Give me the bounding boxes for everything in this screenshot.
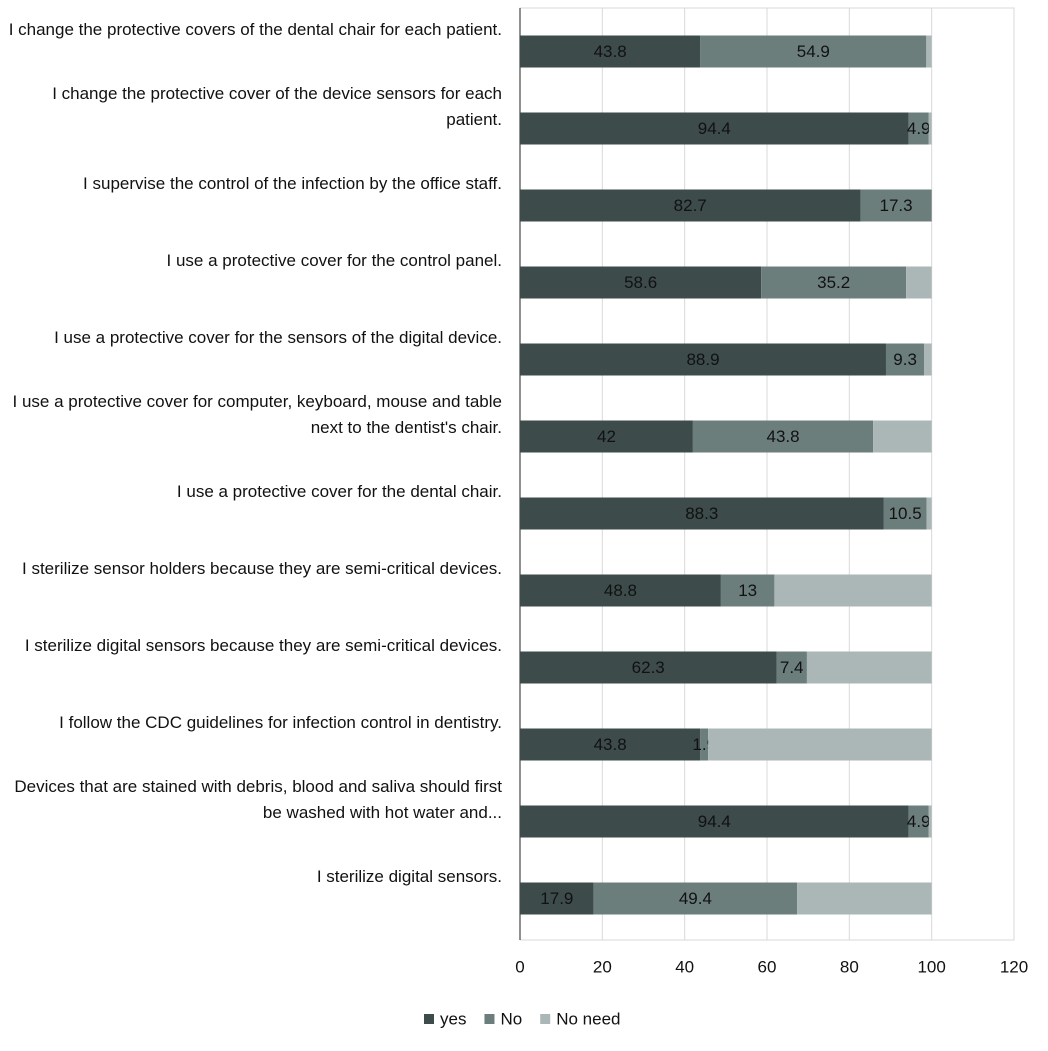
legend-label: No need: [556, 1009, 620, 1028]
y-tick-label: I sterilize digital sensors because they…: [24, 635, 502, 655]
data-label: 54.9: [797, 42, 830, 61]
bar-segment: [928, 805, 932, 838]
x-tick-label: 0: [515, 957, 524, 976]
bar-segment: [692, 420, 874, 453]
y-tick-label: I sterilize digital sensors.: [316, 866, 502, 886]
x-tick-label: 120: [1000, 957, 1028, 976]
legend-swatch: [540, 1014, 551, 1024]
bar-segment: [520, 189, 861, 222]
data-label: 9.3: [893, 350, 917, 369]
data-label: 7.4: [780, 658, 804, 677]
bar-segment: [708, 728, 932, 761]
y-tick-label: I supervise the control of the infection…: [83, 173, 502, 193]
bar-segment: [520, 343, 886, 376]
legend-label: yes: [440, 1009, 466, 1028]
bar-segment: [520, 497, 884, 530]
bar-segment: [520, 266, 762, 299]
x-tick-label: 80: [840, 957, 859, 976]
bar-segment: [700, 728, 709, 761]
y-tick-label: I follow the CDC guidelines for infectio…: [59, 712, 502, 732]
data-label: 4.9: [907, 119, 931, 138]
bar-segment: [928, 112, 932, 145]
bar-segment: [885, 343, 925, 376]
bar-segment: [720, 574, 775, 607]
legend-label: No: [500, 1009, 522, 1028]
data-label: 43.8: [594, 42, 627, 61]
y-tick-label: Devices that are stained with debris, bl…: [14, 776, 502, 822]
x-tick-label: 100: [917, 957, 945, 976]
data-label: 10.5: [889, 504, 922, 523]
data-label: 48.8: [604, 581, 637, 600]
y-tick-label: I use a protective cover for the dental …: [176, 481, 502, 501]
y-tick-label: I use a protective cover for the sensors…: [54, 327, 502, 347]
bar-segment: [520, 112, 909, 145]
bar-segment: [593, 882, 798, 915]
x-tick-label: 20: [593, 957, 612, 976]
bar-segment: [873, 420, 932, 453]
bar-segment: [774, 574, 932, 607]
bar-segment: [520, 728, 701, 761]
y-tick-label: I use a protective cover for the control…: [166, 250, 502, 270]
data-label: 82.7: [674, 196, 707, 215]
y-tick-label: I change the protective covers of the de…: [8, 19, 502, 39]
y-tick-label: I change the protective cover of the dev…: [52, 83, 502, 129]
data-label: 17.9: [540, 889, 573, 908]
bar-segment: [926, 497, 932, 530]
bar-segment: [520, 882, 594, 915]
bar-segment: [924, 343, 932, 376]
data-label: 88.3: [685, 504, 718, 523]
bar-segment: [520, 574, 721, 607]
bar-segment: [908, 805, 929, 838]
data-label: 62.3: [632, 658, 665, 677]
data-label: 43.8: [767, 427, 800, 446]
bar-segment: [797, 882, 932, 915]
bar-segment: [883, 497, 927, 530]
bar-segment: [860, 189, 932, 222]
data-label: 17.3: [880, 196, 913, 215]
data-label: 49.4: [679, 889, 712, 908]
legend-swatch: [484, 1014, 495, 1024]
data-label: 58.6: [624, 273, 657, 292]
bar-segment: [700, 35, 927, 68]
bar-segment: [926, 35, 932, 68]
data-label: 94.4: [698, 119, 731, 138]
y-tick-label: I sterilize sensor holders because they …: [22, 558, 502, 578]
data-label: 88.9: [686, 350, 719, 369]
y-tick-label: I use a protective cover for computer, k…: [12, 391, 503, 437]
bar-segment: [520, 420, 693, 453]
data-label: 4.9: [907, 812, 931, 831]
bar-segment: [520, 805, 909, 838]
data-label: 35.2: [817, 273, 850, 292]
bar-segment: [520, 35, 701, 68]
bar-segment: [908, 112, 929, 145]
bar-segment: [761, 266, 907, 299]
bar-segment: [520, 651, 777, 684]
legend-swatch: [424, 1014, 434, 1024]
x-tick-label: 60: [758, 957, 777, 976]
data-label: 94.4: [698, 812, 731, 831]
x-tick-label: 40: [675, 957, 694, 976]
data-label: 42: [597, 427, 616, 446]
bar-segment: [806, 651, 932, 684]
data-label: 13: [738, 581, 757, 600]
bar-segment: [776, 651, 807, 684]
data-label: 43.8: [594, 735, 627, 754]
bar-segment: [906, 266, 932, 299]
